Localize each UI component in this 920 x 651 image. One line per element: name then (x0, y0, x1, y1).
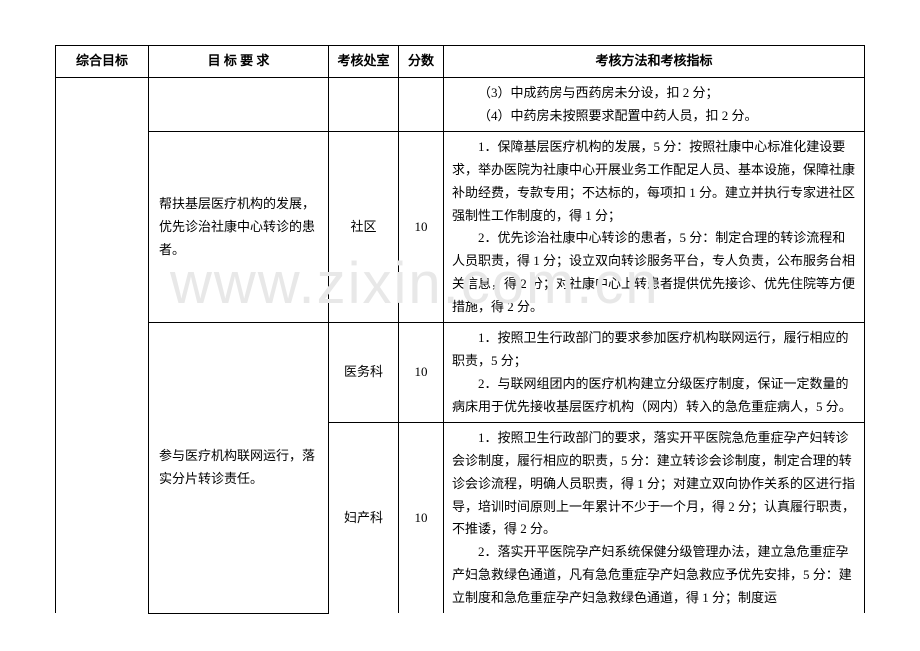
score-cell (399, 77, 444, 132)
page-container: 综合目标 目 标 要 求 考核处室 分数 考核方法和考核指标 （3）中成药房与西… (0, 0, 920, 614)
goal-cell (56, 77, 149, 613)
criteria-cell: 1．按照卫生行政部门的要求，落实开平医院急危重症孕产妇转诊会诊制度，履行相应的职… (444, 423, 865, 614)
dept-cell: 医务科 (329, 323, 399, 423)
criteria-cell: 1．按照卫生行政部门的要求参加医疗机构联网运行，履行相应的职责，5 分； 2．与… (444, 323, 865, 423)
score-cell: 10 (399, 423, 444, 614)
dept-cell: 妇产科 (329, 423, 399, 614)
header-requirement: 目 标 要 求 (149, 46, 329, 78)
header-goal: 综合目标 (56, 46, 149, 78)
table-row: （3）中成药房与西药房未分设，扣 2 分； （4）中药房未按照要求配置中药人员，… (56, 77, 865, 132)
criteria-line: 2．优先诊治社康中心转诊的患者，5 分：制定合理的转诊流程和人员职责，得 1 分… (452, 227, 856, 318)
header-score: 分数 (399, 46, 444, 78)
criteria-line: 1．按照卫生行政部门的要求，落实开平医院急危重症孕产妇转诊会诊制度，履行相应的职… (452, 427, 856, 541)
dept-cell: 社区 (329, 132, 399, 323)
criteria-cell: （3）中成药房与西药房未分设，扣 2 分； （4）中药房未按照要求配置中药人员，… (444, 77, 865, 132)
criteria-line: （3）中成药房与西药房未分设，扣 2 分； (452, 82, 856, 105)
req-cell: 参与医疗机构联网运行，落实分片转诊责任。 (149, 323, 329, 614)
assessment-table: 综合目标 目 标 要 求 考核处室 分数 考核方法和考核指标 （3）中成药房与西… (55, 45, 865, 614)
header-criteria: 考核方法和考核指标 (444, 46, 865, 78)
table-row: 帮扶基层医疗机构的发展，优先诊治社康中心转诊的患者。 社区 10 1．保障基层医… (56, 132, 865, 323)
criteria-line: （4）中药房未按照要求配置中药人员，扣 2 分。 (452, 105, 856, 128)
criteria-line: 1．保障基层医疗机构的发展，5 分：按照社康中心标准化建设要求，举办医院为社康中… (452, 136, 856, 227)
header-dept: 考核处室 (329, 46, 399, 78)
criteria-line: 1．按照卫生行政部门的要求参加医疗机构联网运行，履行相应的职责，5 分； (452, 327, 856, 373)
criteria-cell: 1．保障基层医疗机构的发展，5 分：按照社康中心标准化建设要求，举办医院为社康中… (444, 132, 865, 323)
score-cell: 10 (399, 132, 444, 323)
table-row: 参与医疗机构联网运行，落实分片转诊责任。 医务科 10 1．按照卫生行政部门的要… (56, 323, 865, 423)
req-cell (149, 77, 329, 132)
score-cell: 10 (399, 323, 444, 423)
header-row: 综合目标 目 标 要 求 考核处室 分数 考核方法和考核指标 (56, 46, 865, 78)
dept-cell (329, 77, 399, 132)
criteria-line: 2．落实开平医院孕产妇系统保健分级管理办法，建立急危重症孕产妇急救绿色通道，凡有… (452, 541, 856, 609)
req-cell: 帮扶基层医疗机构的发展，优先诊治社康中心转诊的患者。 (149, 132, 329, 323)
criteria-line: 2．与联网组团内的医疗机构建立分级医疗制度，保证一定数量的病床用于优先接收基层医… (452, 373, 856, 419)
